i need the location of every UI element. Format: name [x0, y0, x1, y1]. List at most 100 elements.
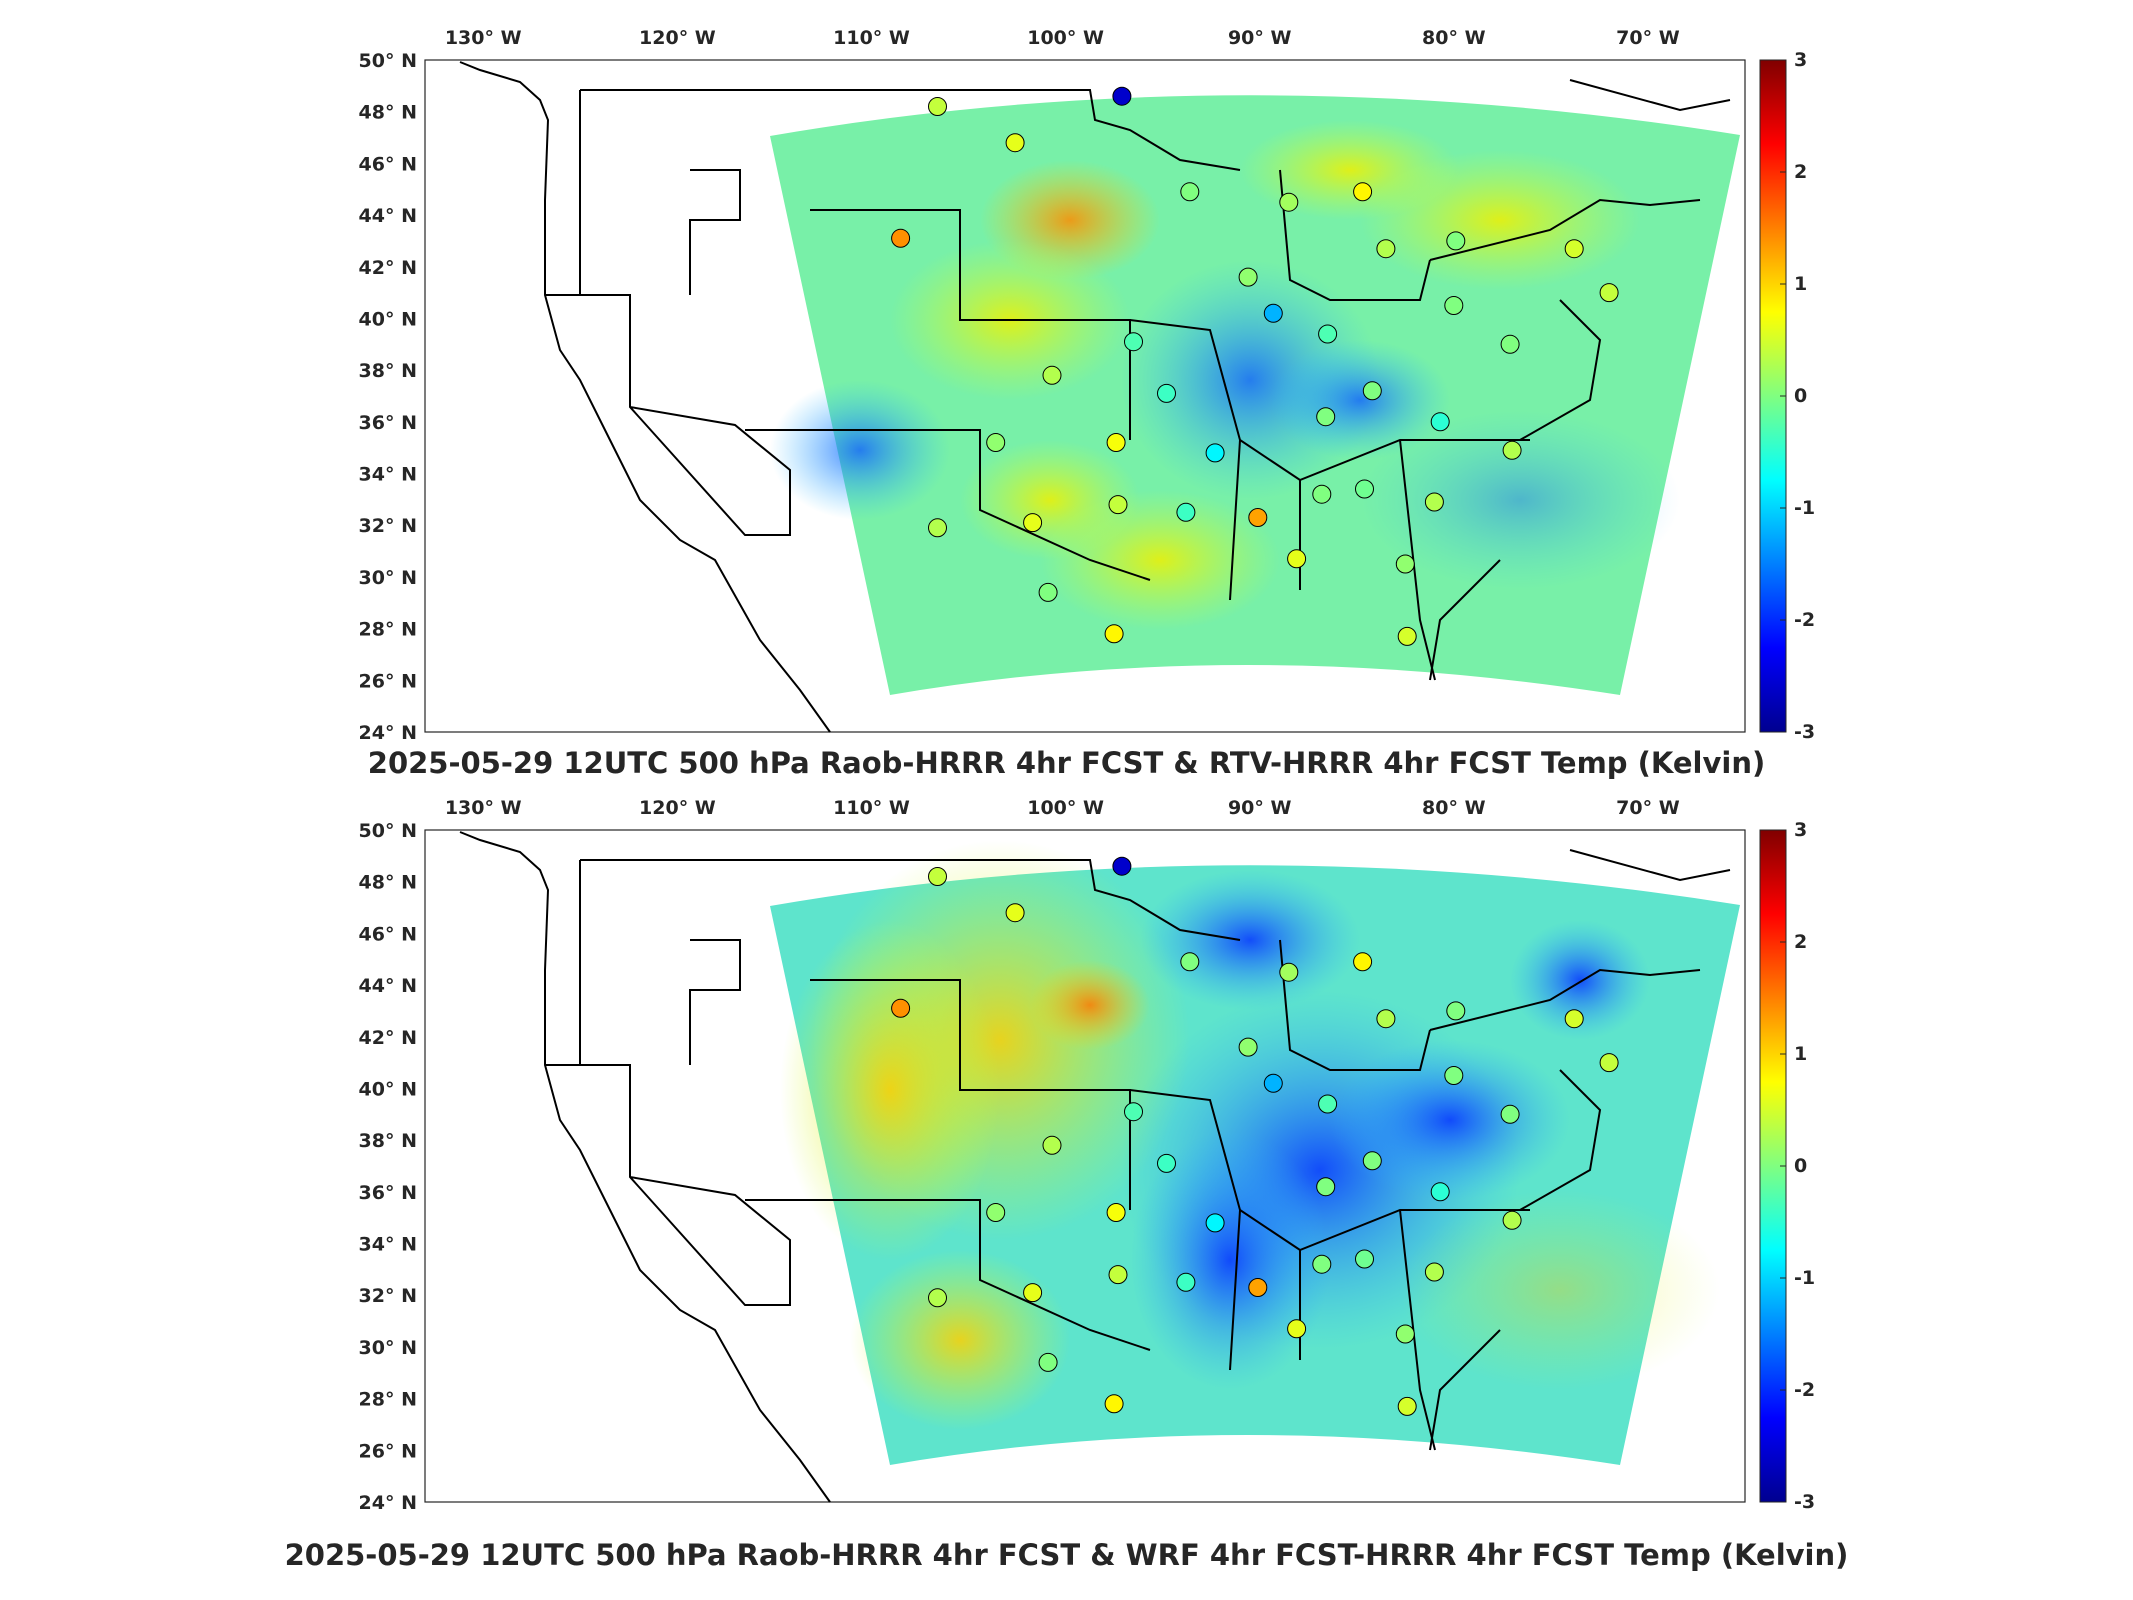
station-marker [1106, 433, 1126, 452]
colorbar-tick-label: 2 [1794, 161, 1807, 183]
station-marker [1444, 1066, 1464, 1085]
data-field [770, 95, 1740, 696]
colorbar-tick-label: 3 [1794, 49, 1807, 71]
station-marker [891, 228, 911, 248]
axis-tick-labels: 130° W 120° W 110° W 100° W 90° W 80° W 70° W 5… [359, 27, 1680, 744]
station-marker [1263, 1073, 1283, 1093]
lat-tick-label: 42° N [359, 257, 417, 279]
colorbar-tick-label: 1 [1794, 1043, 1807, 1065]
lat-tick-label: 48° N [359, 872, 417, 894]
station-marker [1005, 133, 1025, 153]
colorbar-tick-label: -3 [1794, 721, 1815, 743]
lon-tick-label: 100° W [1027, 797, 1104, 819]
lon-tick-label: 130° W [445, 27, 522, 49]
station-marker [1023, 513, 1043, 533]
bottom-map-title: 2025-05-29 12UTC 500 hPa Raob-HRRR 4hr F… [284, 1538, 1849, 1572]
station-marker [1444, 296, 1464, 315]
station-marker [1446, 231, 1466, 251]
station-marker [1424, 1262, 1444, 1282]
colorbar-tick-label: 1 [1794, 273, 1807, 295]
station-marker [1104, 624, 1124, 644]
station-marker [1238, 1037, 1258, 1057]
lat-tick-label: 46° N [359, 923, 417, 945]
station-marker [986, 433, 1006, 452]
station-marker [1248, 508, 1268, 527]
colorbar-ticks: 3 2 1 0 -1 -2 -3 [1780, 819, 1815, 1513]
lon-tick-label: 90° W [1228, 797, 1292, 819]
lat-tick-label: 42° N [359, 1027, 417, 1049]
station-marker [1157, 383, 1176, 403]
bottom-map-panel: 130° W 120° W 110° W 100° W 90° W 80° W 70° W 5… [0, 790, 2133, 1600]
station-marker [1124, 332, 1143, 352]
station-marker [1376, 239, 1396, 259]
station-marker [1500, 1104, 1520, 1124]
lon-tick-label: 120° W [639, 27, 716, 49]
station-marker [1112, 86, 1132, 106]
top-map-panel: 130° W 120° W 110° W 100° W 90° W 80° W 70° W 5… [0, 0, 2133, 790]
lat-tick-label: 40° N [359, 309, 417, 331]
station-marker [1564, 239, 1584, 259]
station-marker [1248, 1278, 1268, 1297]
station-marker [1112, 856, 1132, 876]
lat-tick-label: 50° N [359, 50, 417, 72]
station-marker [928, 518, 947, 538]
station-marker [1395, 554, 1415, 574]
lat-tick-label: 50° N [359, 820, 417, 842]
lon-tick-label: 130° W [445, 797, 522, 819]
lat-tick-label: 28° N [359, 1389, 417, 1411]
station-marker [986, 1203, 1006, 1222]
station-marker [1180, 182, 1200, 202]
lon-tick-label: 120° W [639, 797, 716, 819]
station-marker [1376, 1009, 1396, 1029]
station-marker [1157, 1153, 1176, 1173]
station-marker [1316, 1177, 1336, 1197]
lat-tick-label: 26° N [359, 670, 417, 692]
station-marker [1176, 502, 1196, 522]
station-marker [1038, 582, 1058, 602]
lat-tick-label: 32° N [359, 1285, 417, 1307]
bottom-map-figure: 130° W 120° W 110° W 100° W 90° W 80° W 70° W 5… [359, 797, 1816, 1514]
station-marker [1238, 267, 1258, 287]
station-marker [1312, 1254, 1332, 1274]
lon-tick-label: 70° W [1616, 797, 1680, 819]
lat-tick-label: 30° N [359, 1337, 417, 1359]
station-marker [1108, 495, 1128, 515]
lon-tick-label: 80° W [1422, 27, 1486, 49]
station-marker [1502, 1210, 1522, 1230]
station-marker [1430, 412, 1450, 432]
station-marker [1042, 365, 1062, 385]
station-marker [1362, 381, 1382, 401]
lat-tick-label: 34° N [359, 1234, 417, 1256]
lat-tick-label: 38° N [359, 1130, 417, 1152]
station-marker [1108, 1265, 1128, 1285]
top-map-title: 2025-05-29 12UTC 500 hPa Raob-HRRR 4hr F… [367, 746, 1766, 780]
station-marker [1353, 182, 1373, 202]
station-marker [1362, 1151, 1382, 1171]
lat-tick-label: 28° N [359, 619, 417, 641]
station-marker [1005, 903, 1025, 923]
station-marker [1104, 1394, 1124, 1414]
station-marker [1205, 1213, 1225, 1233]
station-marker [1023, 1283, 1043, 1303]
lat-tick-label: 34° N [359, 464, 417, 486]
lat-tick-label: 32° N [359, 515, 417, 537]
station-marker [1205, 443, 1225, 463]
lon-tick-label: 110° W [833, 797, 910, 819]
station-marker [1395, 1324, 1415, 1344]
station-marker [1287, 1319, 1307, 1339]
station-marker [1430, 1182, 1450, 1202]
station-marker [928, 1288, 947, 1308]
station-markers [891, 856, 1619, 1416]
station-marker [1180, 952, 1200, 972]
station-markers [891, 86, 1619, 646]
station-marker [1564, 1009, 1584, 1029]
station-marker [1599, 283, 1619, 303]
data-field [770, 840, 1740, 1465]
colorbar-tick-label: -2 [1794, 609, 1815, 631]
lat-tick-label: 46° N [359, 153, 417, 175]
station-marker [1599, 1053, 1619, 1073]
colorbar-tick-label: 0 [1794, 385, 1807, 407]
colorbar-tick-label: -3 [1794, 1491, 1815, 1513]
station-marker [1397, 1396, 1417, 1416]
station-marker [1312, 484, 1332, 504]
